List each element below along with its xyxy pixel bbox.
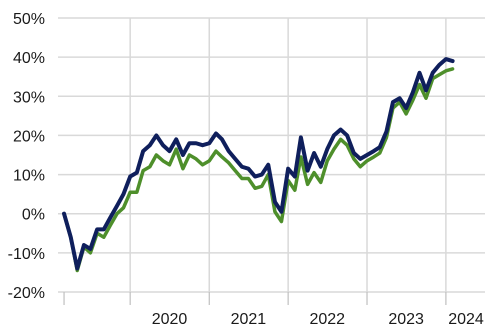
y-tick-label: 50% bbox=[13, 11, 45, 28]
y-tick-label: 40% bbox=[13, 50, 45, 67]
y-tick-label: 0% bbox=[22, 207, 45, 224]
tick-layer bbox=[63, 292, 447, 305]
grid-layer bbox=[58, 17, 485, 293]
series-line-navy bbox=[62, 57, 455, 271]
y-tick-label: -20% bbox=[8, 285, 45, 302]
x-tick-label: 2022 bbox=[309, 311, 345, 326]
y-tick-label: 10% bbox=[13, 168, 45, 185]
x-tick-label: 2023 bbox=[388, 311, 424, 326]
y-tick-label: 30% bbox=[13, 89, 45, 106]
y-tick-label: -10% bbox=[8, 246, 45, 263]
y-tick-label: 20% bbox=[13, 128, 45, 145]
label-layer: 50% 40% 30% 20% 10% 0% -10% -20% 2020 2021 2022 202… bbox=[8, 11, 484, 326]
series-layer bbox=[62, 57, 455, 273]
x-tick-label: 2021 bbox=[231, 311, 267, 326]
x-tick-label: 2024 bbox=[448, 311, 484, 326]
x-tick-label: 2020 bbox=[152, 311, 188, 326]
